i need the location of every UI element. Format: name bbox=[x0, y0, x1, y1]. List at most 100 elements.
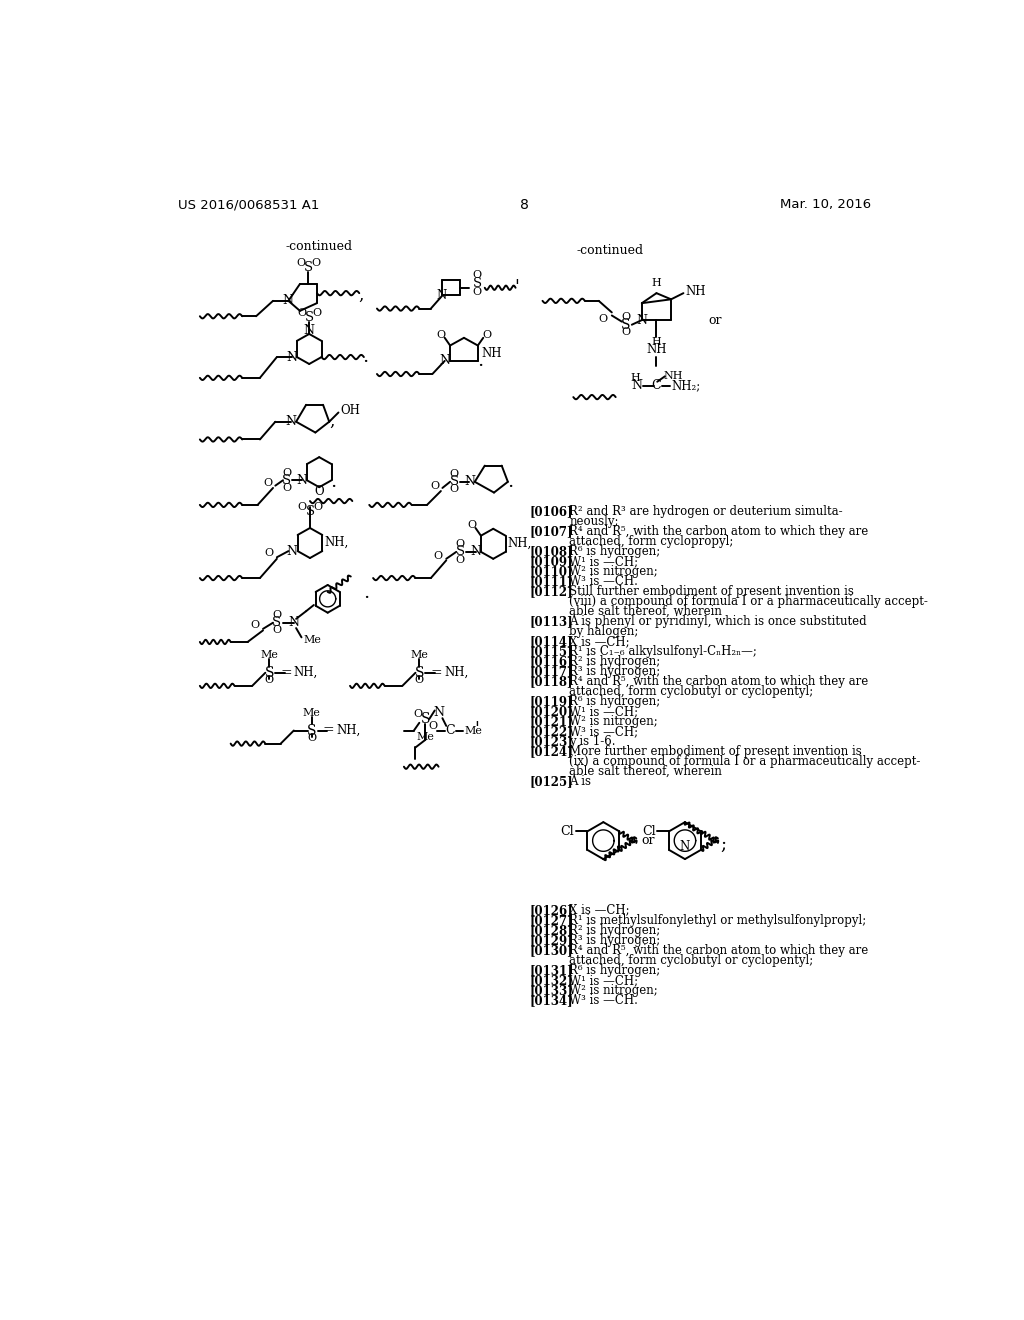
Text: R³ is hydrogen;: R³ is hydrogen; bbox=[569, 933, 660, 946]
Text: W³ is —CH;: W³ is —CH; bbox=[569, 725, 639, 738]
Text: S: S bbox=[304, 312, 313, 325]
Text: [0115]: [0115] bbox=[529, 645, 572, 659]
Text: [0121]: [0121] bbox=[529, 715, 573, 729]
Text: ,: , bbox=[330, 413, 335, 430]
Text: W¹ is —CH;: W¹ is —CH; bbox=[569, 554, 639, 568]
Text: O: O bbox=[456, 554, 465, 565]
Text: O: O bbox=[272, 610, 282, 620]
Text: O: O bbox=[472, 286, 481, 297]
Text: able salt thereof, wherein: able salt thereof, wherein bbox=[569, 605, 722, 618]
Text: [0120]: [0120] bbox=[529, 705, 573, 718]
Text: [0122]: [0122] bbox=[529, 725, 573, 738]
Text: O: O bbox=[296, 259, 305, 268]
Text: O: O bbox=[263, 478, 272, 488]
Text: ': ' bbox=[474, 721, 479, 739]
Text: [0119]: [0119] bbox=[529, 696, 572, 708]
Text: Cl: Cl bbox=[560, 825, 574, 838]
Text: Cl: Cl bbox=[642, 825, 655, 838]
Text: [0129]: [0129] bbox=[529, 933, 573, 946]
Text: O: O bbox=[272, 626, 282, 635]
Text: or: or bbox=[641, 834, 654, 847]
Text: W³ is —CH.: W³ is —CH. bbox=[569, 994, 638, 1007]
Text: NH: NH bbox=[646, 343, 667, 356]
Text: [0123]: [0123] bbox=[529, 735, 573, 748]
Text: N: N bbox=[287, 545, 298, 557]
Text: [0107]: [0107] bbox=[529, 525, 572, 539]
Text: NH,: NH, bbox=[325, 536, 349, 549]
Text: O: O bbox=[314, 484, 324, 498]
Text: NH,: NH, bbox=[294, 667, 318, 680]
Text: O: O bbox=[298, 502, 307, 512]
Text: H: H bbox=[631, 372, 641, 383]
Text: A is: A is bbox=[569, 775, 592, 788]
Text: or: or bbox=[708, 314, 722, 326]
Text: R¹ is methylsulfonylethyl or methylsulfonylpropyl;: R¹ is methylsulfonylethyl or methylsulfo… bbox=[569, 913, 866, 927]
Text: [0108]: [0108] bbox=[529, 545, 572, 558]
Text: R⁴ and R⁵, with the carbon atom to which they are: R⁴ and R⁵, with the carbon atom to which… bbox=[569, 675, 868, 688]
Text: O: O bbox=[415, 676, 424, 685]
Text: [0113]: [0113] bbox=[529, 615, 573, 628]
Text: ,: , bbox=[358, 286, 364, 304]
Text: N: N bbox=[289, 616, 299, 630]
Text: N: N bbox=[304, 325, 314, 338]
Text: Me: Me bbox=[260, 649, 279, 660]
Text: [0127]: [0127] bbox=[529, 913, 573, 927]
Text: 8: 8 bbox=[520, 198, 529, 213]
Text: [0106]: [0106] bbox=[529, 506, 572, 517]
Text: Me: Me bbox=[411, 649, 428, 660]
Text: y is 1-6.: y is 1-6. bbox=[569, 735, 616, 748]
Text: S: S bbox=[456, 545, 465, 558]
Text: Me: Me bbox=[465, 726, 482, 735]
Text: S: S bbox=[415, 665, 424, 680]
Text: NH,: NH, bbox=[336, 723, 360, 737]
Text: -continued: -continued bbox=[577, 244, 644, 257]
Text: NH,: NH, bbox=[444, 667, 468, 680]
Text: OH: OH bbox=[340, 404, 359, 417]
Text: NH: NH bbox=[481, 347, 502, 360]
Text: O: O bbox=[622, 327, 630, 338]
Text: O: O bbox=[297, 308, 306, 318]
Text: O: O bbox=[622, 312, 630, 322]
Text: X is —CH;: X is —CH; bbox=[569, 904, 630, 917]
Text: O: O bbox=[312, 308, 322, 318]
Text: W² is nitrogen;: W² is nitrogen; bbox=[569, 715, 658, 729]
Text: [0118]: [0118] bbox=[529, 675, 572, 688]
Text: H: H bbox=[651, 337, 662, 347]
Text: N: N bbox=[436, 289, 446, 302]
Text: Me: Me bbox=[417, 733, 434, 742]
Text: NH,: NH, bbox=[508, 537, 532, 550]
Text: More further embodiment of present invention is: More further embodiment of present inven… bbox=[569, 744, 862, 758]
Text: R⁴ and R⁵, with the carbon atom to which they are: R⁴ and R⁵, with the carbon atom to which… bbox=[569, 944, 868, 957]
Text: N: N bbox=[296, 474, 307, 487]
Text: S: S bbox=[621, 318, 631, 331]
Text: N: N bbox=[283, 294, 293, 308]
Text: R² is hydrogen;: R² is hydrogen; bbox=[569, 924, 660, 937]
Text: O: O bbox=[264, 676, 273, 685]
Text: attached, form cyclobutyl or cyclopentyl;: attached, form cyclobutyl or cyclopentyl… bbox=[569, 685, 814, 698]
Text: US 2016/0068531 A1: US 2016/0068531 A1 bbox=[178, 198, 319, 211]
Text: S: S bbox=[304, 261, 313, 275]
Text: .: . bbox=[330, 473, 336, 491]
Text: .: . bbox=[362, 348, 369, 366]
Text: W¹ is —CH;: W¹ is —CH; bbox=[569, 974, 639, 987]
Text: (viii) a compound of formula I or a pharmaceutically accept-: (viii) a compound of formula I or a phar… bbox=[569, 595, 929, 609]
Text: N: N bbox=[439, 354, 451, 367]
Text: NH: NH bbox=[685, 285, 706, 298]
Text: O: O bbox=[467, 520, 476, 529]
Text: N: N bbox=[464, 475, 475, 488]
Text: N: N bbox=[632, 379, 643, 392]
Text: S: S bbox=[307, 723, 316, 738]
Text: ;: ; bbox=[721, 836, 726, 854]
Text: Still further embodiment of present invention is: Still further embodiment of present inve… bbox=[569, 585, 854, 598]
Text: C: C bbox=[445, 723, 455, 737]
Text: X is —CH;: X is —CH; bbox=[569, 635, 630, 648]
Text: O: O bbox=[450, 484, 459, 495]
Text: [0117]: [0117] bbox=[529, 665, 572, 678]
Text: [0116]: [0116] bbox=[529, 655, 572, 668]
Text: N: N bbox=[636, 314, 647, 326]
Text: S: S bbox=[283, 474, 292, 487]
Text: R⁶ is hydrogen;: R⁶ is hydrogen; bbox=[569, 964, 660, 977]
Text: O: O bbox=[283, 483, 292, 492]
Text: O: O bbox=[307, 733, 316, 743]
Text: [0111]: [0111] bbox=[529, 576, 572, 587]
